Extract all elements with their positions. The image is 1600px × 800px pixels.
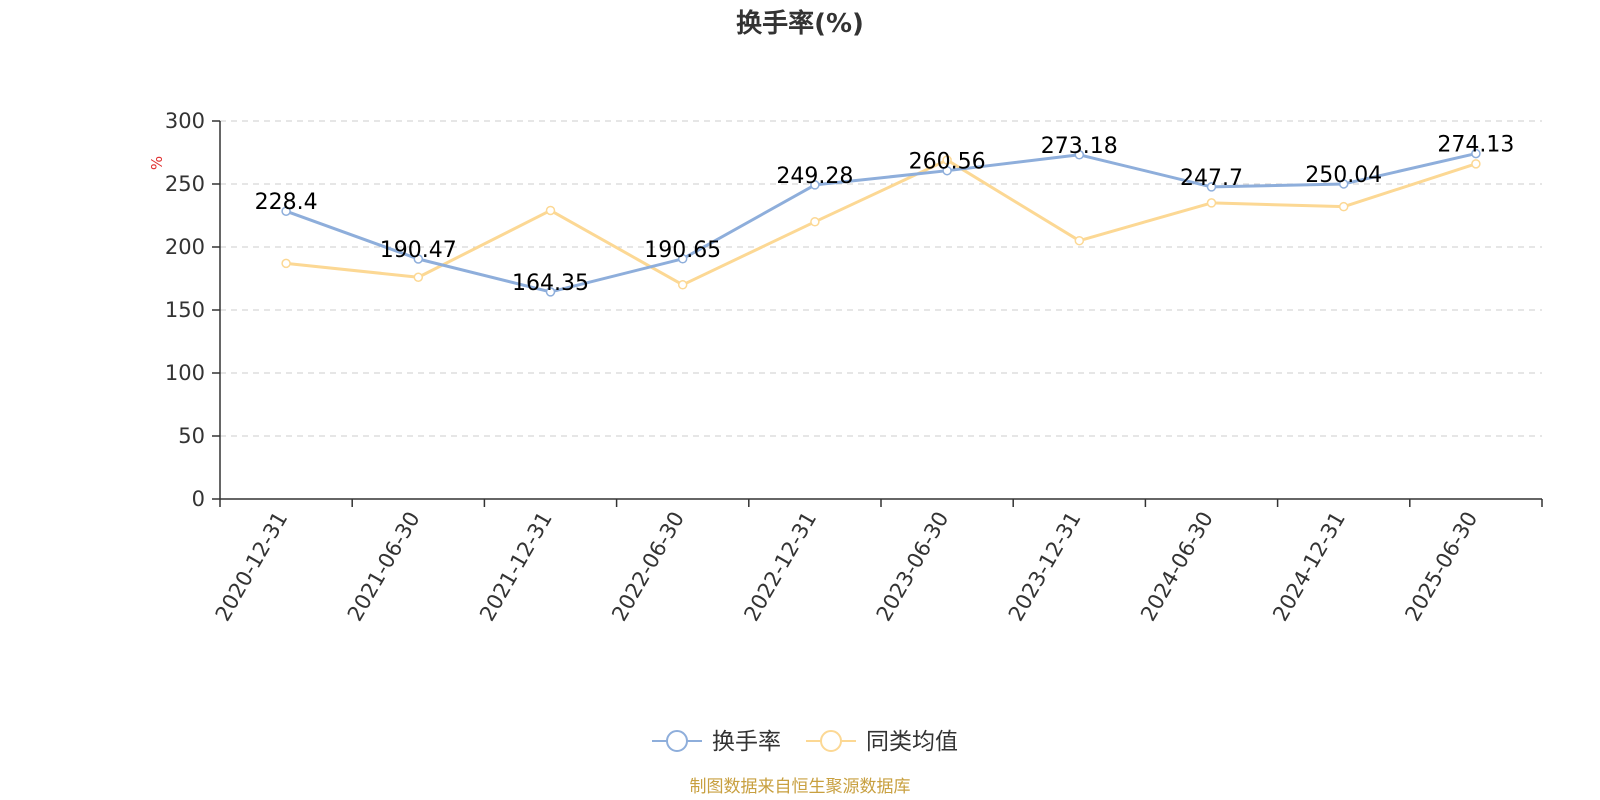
legend-label: 换手率	[712, 729, 781, 755]
legend-marker	[666, 730, 688, 752]
data-label: 164.35	[512, 271, 589, 296]
series-layer	[281, 148, 1481, 297]
x-tick-label: 2021-06-30	[343, 508, 425, 626]
x-tick-label: 2024-12-31	[1268, 508, 1350, 626]
legend-label: 同类均值	[866, 729, 958, 755]
series-line	[285, 158, 1477, 287]
legend-item[interactable]: 换手率	[652, 729, 781, 755]
data-label: 273.18	[1041, 134, 1118, 159]
series-1	[281, 148, 1481, 297]
y-tick-label: 200	[165, 235, 205, 259]
data-point[interactable]	[413, 254, 424, 264]
data-point[interactable]	[281, 206, 291, 216]
data-point[interactable]	[677, 254, 688, 264]
x-tick-label: 2022-06-30	[607, 508, 689, 626]
legend-item[interactable]: 同类均值	[806, 729, 958, 755]
data-label: 247.7	[1180, 166, 1243, 191]
x-tick-label: 2021-12-31	[475, 508, 557, 626]
y-tick-label: 50	[178, 424, 205, 448]
legend-marker	[820, 730, 842, 752]
y-tick-label: 250	[165, 172, 205, 196]
data-point[interactable]	[545, 287, 556, 297]
data-point[interactable]	[1074, 235, 1085, 246]
y-tick-label: 100	[165, 361, 205, 385]
data-point[interactable]	[1471, 148, 1481, 159]
data-point[interactable]	[942, 155, 952, 165]
data-point[interactable]	[281, 258, 291, 269]
y-tick-label: 300	[165, 109, 205, 133]
data-point[interactable]	[545, 205, 556, 216]
x-tick-label: 2020-12-31	[211, 508, 293, 626]
data-point[interactable]	[1206, 198, 1217, 208]
data-point[interactable]	[1338, 179, 1349, 189]
x-tick-label: 2024-06-30	[1136, 508, 1218, 626]
data-label: 190.47	[380, 238, 457, 263]
data-point[interactable]	[677, 280, 688, 290]
data-label-layer: 228.4 190.47 164.35 190.65 249.28 260.56 273.1…	[255, 133, 1515, 296]
data-point[interactable]	[1074, 150, 1085, 160]
x-tick-label: 2025-06-30	[1400, 508, 1482, 626]
series-2	[281, 155, 1481, 290]
data-point[interactable]	[1338, 201, 1349, 212]
grid-layer	[220, 120, 1542, 437]
y-tick-label: 150	[165, 298, 205, 322]
y-tick-label: 0	[192, 487, 205, 511]
x-tick-label: 2023-06-30	[872, 508, 954, 626]
x-tick-label: 2023-12-31	[1004, 508, 1086, 626]
data-point[interactable]	[810, 217, 820, 227]
data-point[interactable]	[942, 165, 952, 176]
data-label: 190.65	[644, 238, 721, 263]
data-point[interactable]	[413, 272, 424, 282]
data-label: 260.56	[909, 150, 986, 175]
series-line	[285, 152, 1477, 294]
data-label: 274.13	[1437, 133, 1514, 158]
legend[interactable]: 换手率 同类均值	[652, 729, 958, 755]
data-point[interactable]	[1471, 159, 1481, 169]
data-point[interactable]	[810, 180, 820, 190]
data-point[interactable]	[1206, 182, 1217, 192]
chart-title: 换手率(%)	[736, 8, 864, 39]
x-tick-label: 2022-12-31	[739, 508, 821, 626]
data-label: 228.4	[255, 190, 318, 215]
source-note: 制图数据来自恒生聚源数据库	[690, 777, 911, 797]
data-label: 250.04	[1305, 163, 1382, 188]
data-label: 249.28	[776, 164, 853, 189]
y-axis-label: %	[148, 156, 166, 170]
